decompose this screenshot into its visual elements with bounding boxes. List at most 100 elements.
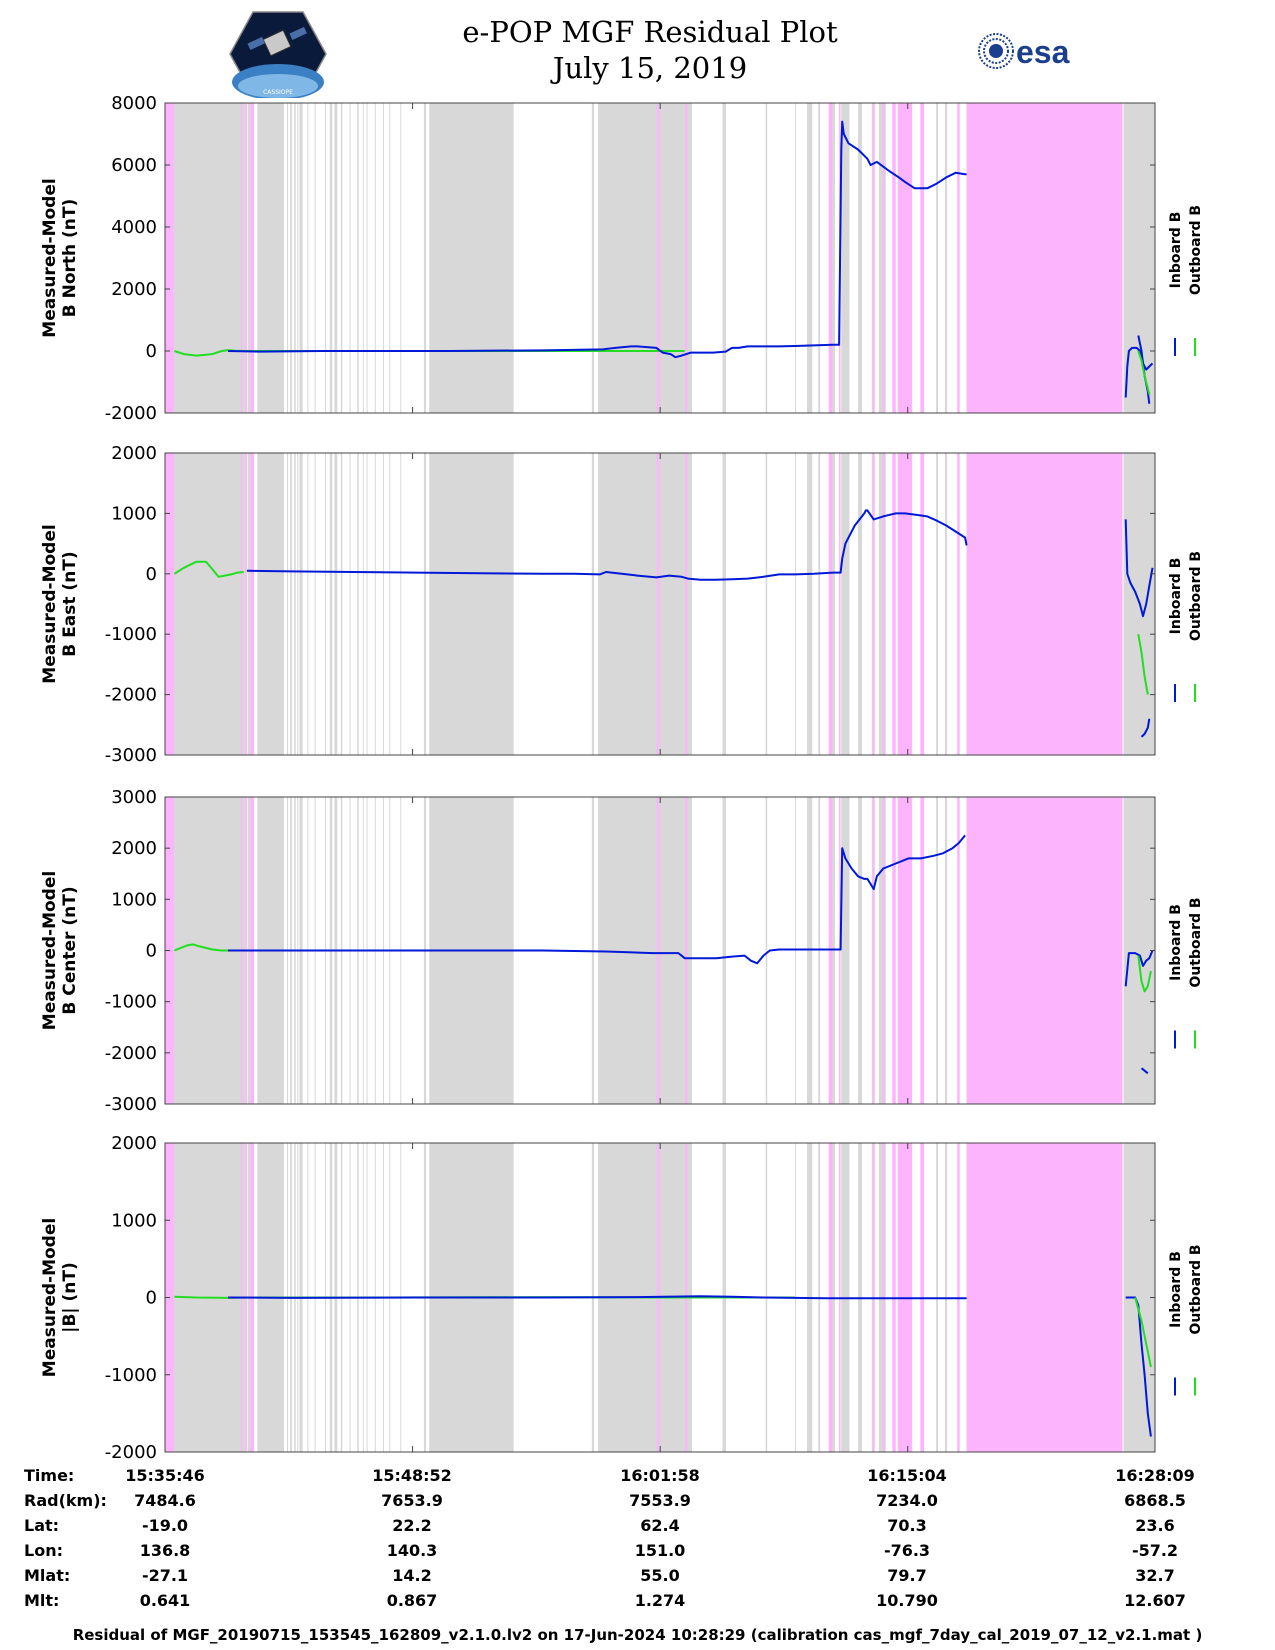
info-value: 7553.9 <box>629 1491 691 1510</box>
pink-band <box>966 797 1123 1104</box>
pink-band <box>966 453 1123 755</box>
y-tick-label: -2000 <box>105 1442 157 1463</box>
pink-band <box>828 453 833 755</box>
y-tick-label: -1000 <box>105 1365 157 1386</box>
gray-band <box>307 453 309 755</box>
gray-band <box>829 103 835 413</box>
gray-band <box>598 797 692 1104</box>
pink-band <box>659 797 661 1104</box>
gray-band <box>765 453 768 755</box>
info-value: 0.641 <box>139 1591 191 1610</box>
legend-label: Outboard B <box>1188 1244 1204 1334</box>
gray-band <box>357 453 359 755</box>
info-value: 151.0 <box>634 1541 686 1560</box>
gray-band <box>598 103 692 413</box>
y-tick-label: -1000 <box>105 992 157 1013</box>
info-row-label: Lon: <box>24 1541 63 1560</box>
gray-band <box>841 103 850 413</box>
series-outboard-line <box>1137 955 1152 993</box>
y-tick-label: 2000 <box>111 838 157 859</box>
info-value: 14.2 <box>392 1566 432 1585</box>
info-value: 15:35:46 <box>125 1466 205 1485</box>
y-tick-label: 1000 <box>111 1210 157 1231</box>
info-value: 10.790 <box>876 1591 938 1610</box>
y-axis-label: Measured-Model|B| (nT) <box>40 1218 80 1377</box>
pink-band <box>957 453 960 755</box>
pink-band <box>250 103 255 413</box>
info-value: -19.0 <box>141 1516 189 1535</box>
panel-4: -2000 -1000 0 1000 2000 Measured-Model|B| (nT… <box>40 1133 1204 1463</box>
gray-band <box>389 103 391 413</box>
y-tick-label: 3000 <box>111 787 157 808</box>
gray-band <box>329 103 333 413</box>
pink-band <box>920 103 925 413</box>
info-row-label: Time: <box>24 1466 75 1485</box>
series-inboard-line <box>227 1295 967 1300</box>
footer-text: Residual of MGF_20190715_153545_162809_v… <box>72 1626 1203 1644</box>
gray-band <box>765 103 768 413</box>
gray-band <box>806 103 813 413</box>
pink-band <box>872 797 875 1104</box>
gray-band <box>314 453 316 755</box>
y-tick-label: 2000 <box>111 443 157 464</box>
gray-band <box>423 103 427 413</box>
info-row-label: Mlat: <box>24 1566 71 1585</box>
info-value: 7484.6 <box>134 1491 196 1510</box>
series-outboard-line <box>1137 350 1151 395</box>
gray-band <box>829 453 835 755</box>
pink-band <box>892 453 896 755</box>
legend-label: Inboard B <box>1168 904 1184 981</box>
gray-band <box>299 453 303 755</box>
gray-band <box>944 453 948 755</box>
gray-band <box>257 453 285 755</box>
gray-band <box>722 797 726 1104</box>
title-line-1: e-POP MGF Residual Plot <box>462 15 838 49</box>
gray-band <box>294 103 296 413</box>
legend: Inboard B Outboard B <box>1168 551 1204 702</box>
info-value: 140.3 <box>386 1541 438 1560</box>
y-tick-label: 0 <box>146 1288 157 1309</box>
esa-logo: esa <box>978 33 1070 70</box>
gray-band <box>297 103 299 413</box>
pink-band <box>966 103 1123 413</box>
gray-band <box>765 797 768 1104</box>
series-outboard-line <box>173 560 244 578</box>
info-value: 79.7 <box>887 1566 927 1585</box>
info-value: 22.2 <box>392 1516 432 1535</box>
gray-band <box>362 453 364 755</box>
pink-band <box>839 453 841 755</box>
gray-band <box>400 453 402 755</box>
series-inboard-line <box>246 509 968 581</box>
gray-band <box>818 103 821 413</box>
gray-band <box>349 453 351 755</box>
y-tick-label: 1000 <box>111 889 157 910</box>
gray-band <box>286 103 289 413</box>
gray-band <box>722 453 726 755</box>
data-lines <box>174 834 1154 1075</box>
info-value: 7234.0 <box>876 1491 938 1510</box>
gray-band <box>314 103 316 413</box>
gray-band <box>936 103 938 413</box>
gray-band <box>334 103 338 413</box>
legend: Inboard B Outboard B <box>1168 205 1204 356</box>
gray-band <box>794 453 796 755</box>
gray-band <box>382 453 384 755</box>
info-value: 23.6 <box>1135 1516 1175 1535</box>
page-title: e-POP MGF Residual Plot July 15, 2019 <box>400 14 900 86</box>
gray-band <box>171 453 246 755</box>
panel-3: -3000 -2000 -1000 0 1000 2000 3000 Measured-Mod… <box>40 787 1204 1115</box>
gray-band <box>429 103 514 413</box>
pink-band <box>165 453 174 755</box>
pink-band <box>872 453 875 755</box>
gray-band <box>334 453 338 755</box>
pink-band <box>659 103 661 413</box>
info-value: 12.607 <box>1124 1591 1186 1610</box>
gray-band <box>340 103 343 413</box>
gray-band <box>374 453 376 755</box>
info-row-label: Rad(km): <box>24 1491 107 1510</box>
pink-band <box>656 453 659 755</box>
pink-band <box>250 453 255 755</box>
series-inboard-line <box>1124 346 1154 398</box>
gray-band <box>307 103 309 413</box>
gray-band <box>286 453 289 755</box>
